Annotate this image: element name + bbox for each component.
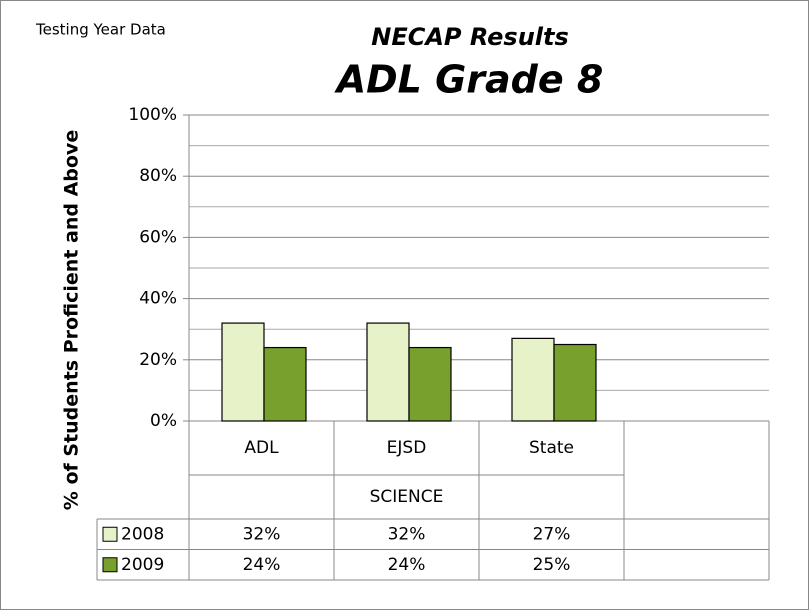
- corner-note: Testing Year Data: [35, 21, 166, 39]
- legend-key: [102, 557, 118, 573]
- group-label: SCIENCE: [370, 487, 444, 507]
- legend-label: 2008: [121, 524, 164, 544]
- y-axis-label: % of Students Proficient and Above: [61, 130, 83, 510]
- table-value: 25%: [533, 555, 571, 575]
- bar: [408, 346, 452, 422]
- y-tick-label: 100%: [128, 105, 177, 125]
- bar: [553, 343, 597, 422]
- table-value: 27%: [533, 524, 571, 544]
- legend-key: [102, 526, 118, 542]
- table-value: 24%: [243, 555, 281, 575]
- y-tick-label: 0%: [150, 411, 177, 431]
- x-tick-label: State: [529, 438, 574, 458]
- y-tick-label: 40%: [139, 289, 177, 309]
- y-tick-label: 20%: [139, 350, 177, 370]
- bar: [221, 322, 265, 422]
- table-value: 24%: [388, 555, 426, 575]
- x-tick-label: ADL: [244, 438, 279, 458]
- chart-title: NECAP Results: [371, 23, 569, 51]
- x-tick-label: EJSD: [387, 438, 427, 458]
- y-tick-label: 80%: [139, 166, 177, 186]
- bar: [511, 337, 555, 422]
- bar: [366, 322, 410, 422]
- table-value: 32%: [243, 524, 281, 544]
- table-value: 32%: [388, 524, 426, 544]
- chart-subtitle: ADL Grade 8: [334, 58, 604, 102]
- legend-label: 2009: [121, 555, 164, 575]
- bar: [263, 346, 307, 422]
- y-tick-label: 60%: [139, 227, 177, 247]
